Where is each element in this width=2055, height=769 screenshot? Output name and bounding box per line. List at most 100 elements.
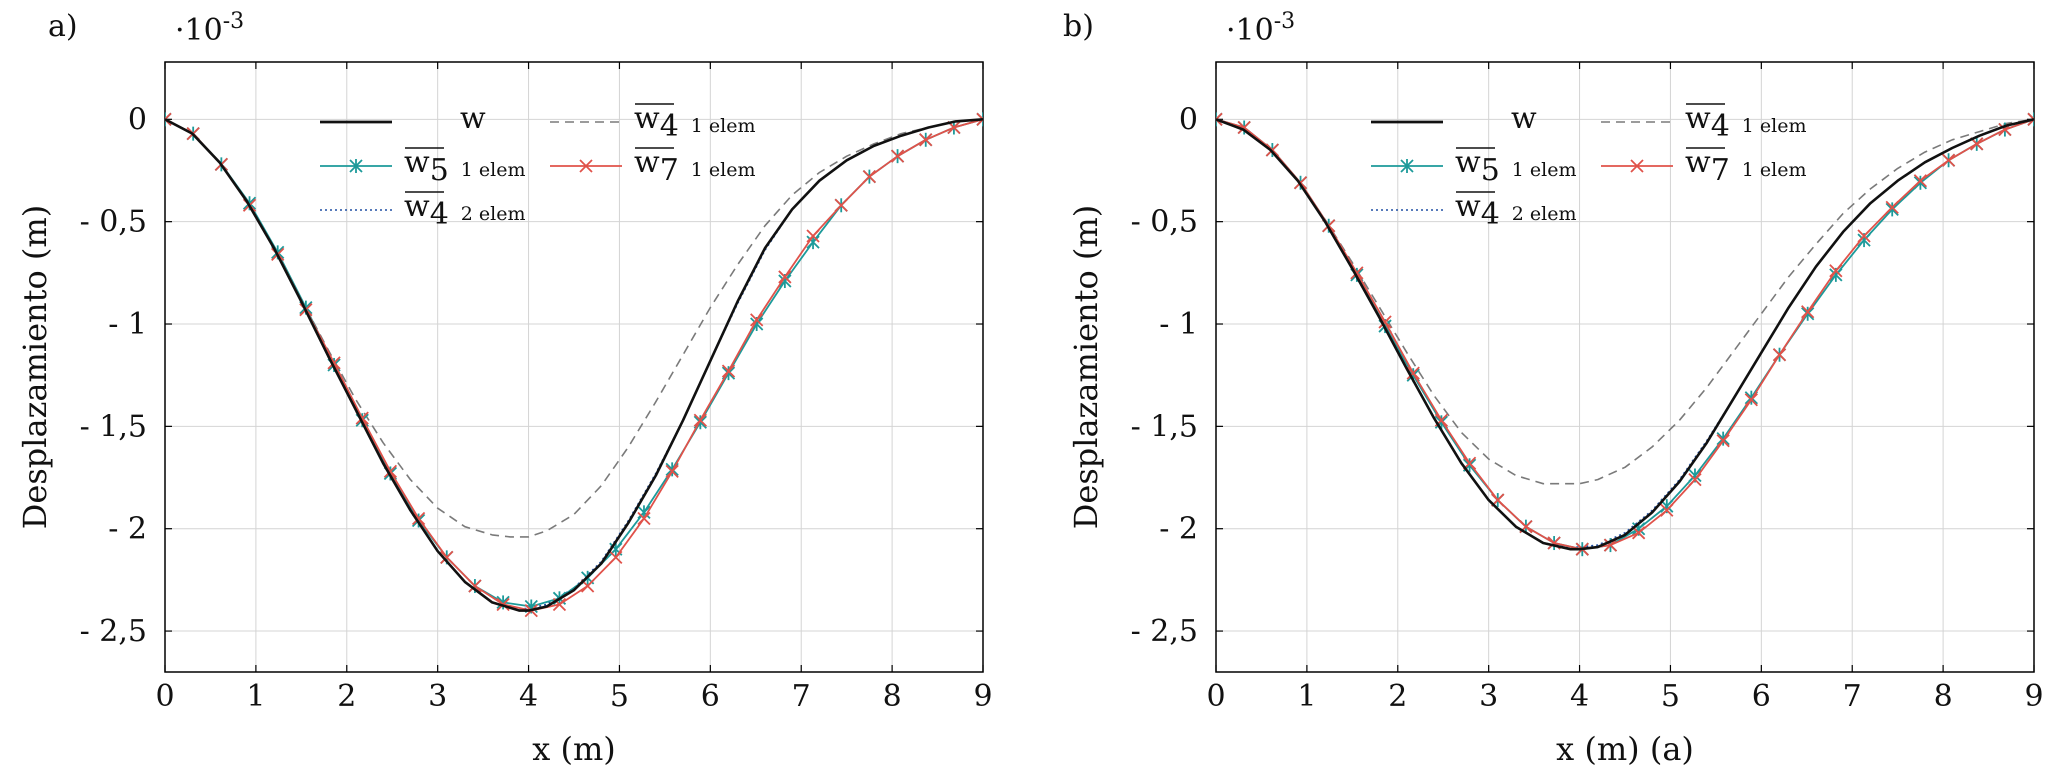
legend-item: w4 1 elem [550,101,756,144]
legend-item: w4 2 elem [320,189,526,232]
data-point-marker [778,270,792,284]
series-line [1216,118,2034,548]
data-point-marker [1829,264,1843,278]
y-axis-title: Desplazamiento (m) [16,205,54,529]
data-point-marker [1237,120,1251,135]
y-tick-label: - 2,5 [80,614,147,649]
series-line [165,118,983,608]
series-line [1216,118,2034,485]
series-w4-1-elem [165,118,983,538]
series-w4-2-elem [1216,118,2034,548]
y-axis-title: Desplazamiento (m) [1067,205,1105,529]
y-tick-label: - 1,5 [1131,409,1198,444]
x-tick-label: 5 [1661,679,1680,714]
series-line [1216,118,2034,551]
series-line [165,118,983,612]
legend: w w4 1 elem w5 1 elem w7 1 elem w4 2 elem [1371,101,1807,232]
legend-marker [579,159,593,173]
x-tick-label: 3 [1479,679,1498,714]
y-tick-label: 0 [1179,102,1198,137]
y-tick-label: - 2,5 [1131,614,1198,649]
x-tick-label: 7 [792,679,811,714]
x-tick-label: 1 [1297,679,1316,714]
panel-label: b) [1063,9,1094,44]
legend-item: w4 2 elem [1371,189,1577,232]
legend-label: w4 2 elem [404,189,526,232]
x-tick-label: 4 [519,679,538,714]
legend-label: w5 1 elem [404,145,526,188]
data-point-marker [1801,305,1815,319]
legend-label: w7 1 elem [1685,145,1807,188]
series-w7-1-elem [165,112,983,618]
chart-panel-a: 0 1 2 3 4 5 6 7 8 9 0 - 0,5 - 1 - 1,5 - 2 - 2,5 a) ·10-3 x… [16,9,993,768]
x-tick-label: 6 [701,679,720,714]
series-line [165,118,983,612]
data-point-marker [890,149,905,163]
data-point-marker [1885,202,1899,217]
axis-exponent-label: ·10-3 [175,9,244,48]
x-tick-label: 8 [1934,679,1953,714]
legend-item: w5 1 elem [1371,145,1577,188]
x-tick-label: 8 [883,679,902,714]
legend-label: w4 1 elem [634,101,756,144]
data-point-marker [1660,503,1674,517]
data-point-marker [834,198,848,212]
data-point-marker [862,169,877,184]
legend-label: w5 1 elem [1455,145,1577,188]
y-tick-label: - 1 [1159,307,1198,342]
data-point-marker [1885,200,1899,214]
data-point-marker [750,313,764,327]
x-axis-title: x (m) (a) [1556,730,1694,768]
series-w4-1-elem [1216,118,2034,485]
x-tick-label: 0 [155,679,174,714]
data-point-marker [468,579,482,593]
y-tick-label: - 2 [1159,512,1198,547]
chart-panel-b: 0 1 2 3 4 5 6 7 8 9 0 - 0,5 - 1 - 1,5 - 2 - 2,5 b) ·10-3 x… [1063,9,2044,768]
data-point-marker [1603,538,1618,552]
data-point-marker [1913,174,1928,188]
legend-marker [1400,159,1414,173]
plot-frame [164,61,984,673]
data-point-marker [1772,348,1787,362]
series-w7-1-elem [1216,112,2034,556]
legend-item: w7 1 elem [550,145,756,188]
data-point-marker [1631,526,1646,540]
data-point-marker [1265,143,1279,157]
series-w4-2-elem [165,118,983,610]
x-tick-label: 9 [973,679,992,714]
x-tick-label: 1 [246,679,265,714]
data-point-marker [693,413,707,427]
series-line [1216,118,2034,551]
x-tick-label: 3 [428,679,447,714]
series-w5-1-elem [165,112,983,614]
data-point-marker [1688,472,1702,487]
data-point-marker [1716,434,1730,448]
panel-label: a) [48,9,78,44]
data-point-marker [919,133,933,147]
data-point-marker [1216,112,1223,126]
data-point-marker [1744,393,1758,407]
x-tick-label: 4 [1570,679,1589,714]
x-tick-label: 9 [2024,679,2043,714]
y-tick-label: - 0,5 [1131,205,1198,240]
data-point-marker [1941,153,1956,167]
data-point-marker [637,511,651,526]
series-w [165,118,983,612]
y-tick-label: - 1 [108,307,147,342]
legend-marker [1630,159,1644,173]
legend-label: w7 1 elem [634,145,756,188]
series-line [1216,118,2034,551]
y-tick-label: 0 [128,102,147,137]
data-point-marker [609,550,623,565]
x-tick-label: 6 [1752,679,1771,714]
data-point-marker [1406,366,1420,380]
y-tick-label: - 0,5 [80,205,147,240]
x-tick-label: 0 [1206,679,1225,714]
x-tick-label: 7 [1843,679,1862,714]
legend-item: w7 1 elem [1601,145,1807,188]
data-point-marker [440,550,454,565]
y-tick-label: - 2 [108,512,147,547]
legend-item: w5 1 elem [320,145,526,188]
data-point-marker [165,112,172,126]
